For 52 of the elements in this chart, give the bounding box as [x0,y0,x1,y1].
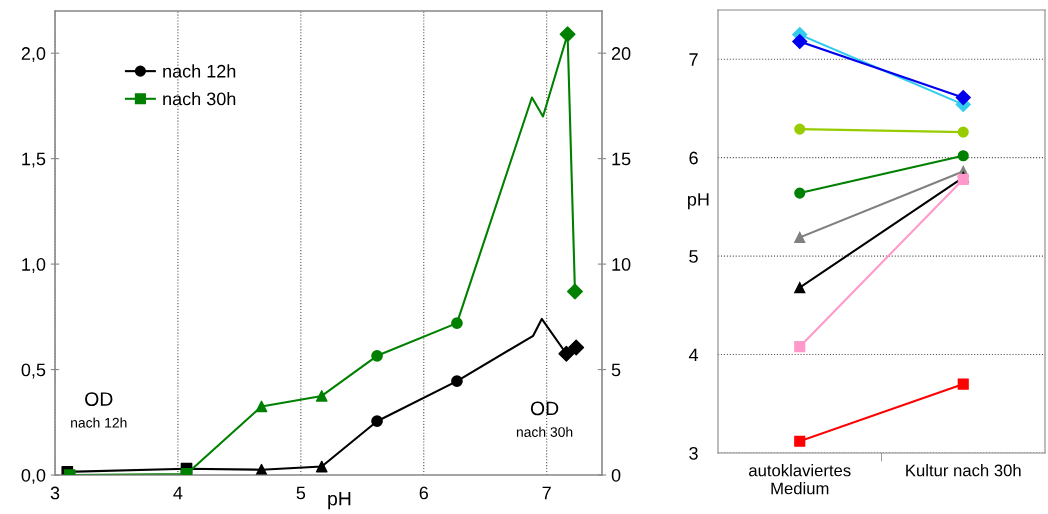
y2-tick-label: 5 [611,363,621,377]
point [568,339,585,356]
x-tick-label: 4 [173,486,183,500]
x-axis-title: pH [328,491,351,510]
annotation: OD [530,401,559,416]
y2-tick-label: 20 [611,47,631,60]
x-tick-label: 7 [542,486,551,500]
y-tick-label: 5 [689,250,698,263]
y-tick-label: 0,5 [21,363,46,379]
point [794,123,806,135]
y-tick-label: 3 [689,446,698,460]
point [451,375,463,387]
y-axis-title: pH [688,193,709,210]
x-tick-label: 5 [296,486,306,500]
legend-label: nach 12h [163,64,236,78]
y-tick-label: 6 [689,151,698,165]
y2-tick-label: 10 [612,258,631,271]
y-tick-label: 4 [688,348,699,362]
point [957,126,969,138]
legend-label: nach 30h [163,92,236,106]
point [794,231,806,243]
point [559,26,576,43]
x-tick-label: Kultur nach 30h [906,464,1021,477]
point [957,378,969,390]
point [315,390,328,402]
y-tick-label: 1,0 [22,258,46,273]
annotation: nach 12h [71,417,127,428]
y-tick-label: 1,5 [22,152,46,168]
point [371,349,383,362]
point [794,341,806,353]
point [794,282,806,294]
y-tick-label: 7 [689,53,698,66]
annotation: OD [85,392,113,406]
point [794,187,806,199]
point [957,150,969,162]
y2-tick-label: 15 [612,152,631,166]
x-tick-label: 3 [50,486,60,500]
point [255,400,268,413]
point [794,435,806,447]
point [371,415,383,428]
point [566,283,583,300]
x-tick-label: 6 [419,486,428,500]
y2-tick-label: 0 [611,468,621,482]
y-tick-label: 2,0 [21,47,46,63]
y-tick-label: 0,0 [21,468,46,484]
x-tick-label: autoklaviertes Medium [749,464,851,495]
point [451,317,463,329]
annotation: nach 30h [516,426,573,437]
point [558,345,575,362]
point [792,33,808,50]
point [955,90,971,106]
point [315,460,328,473]
